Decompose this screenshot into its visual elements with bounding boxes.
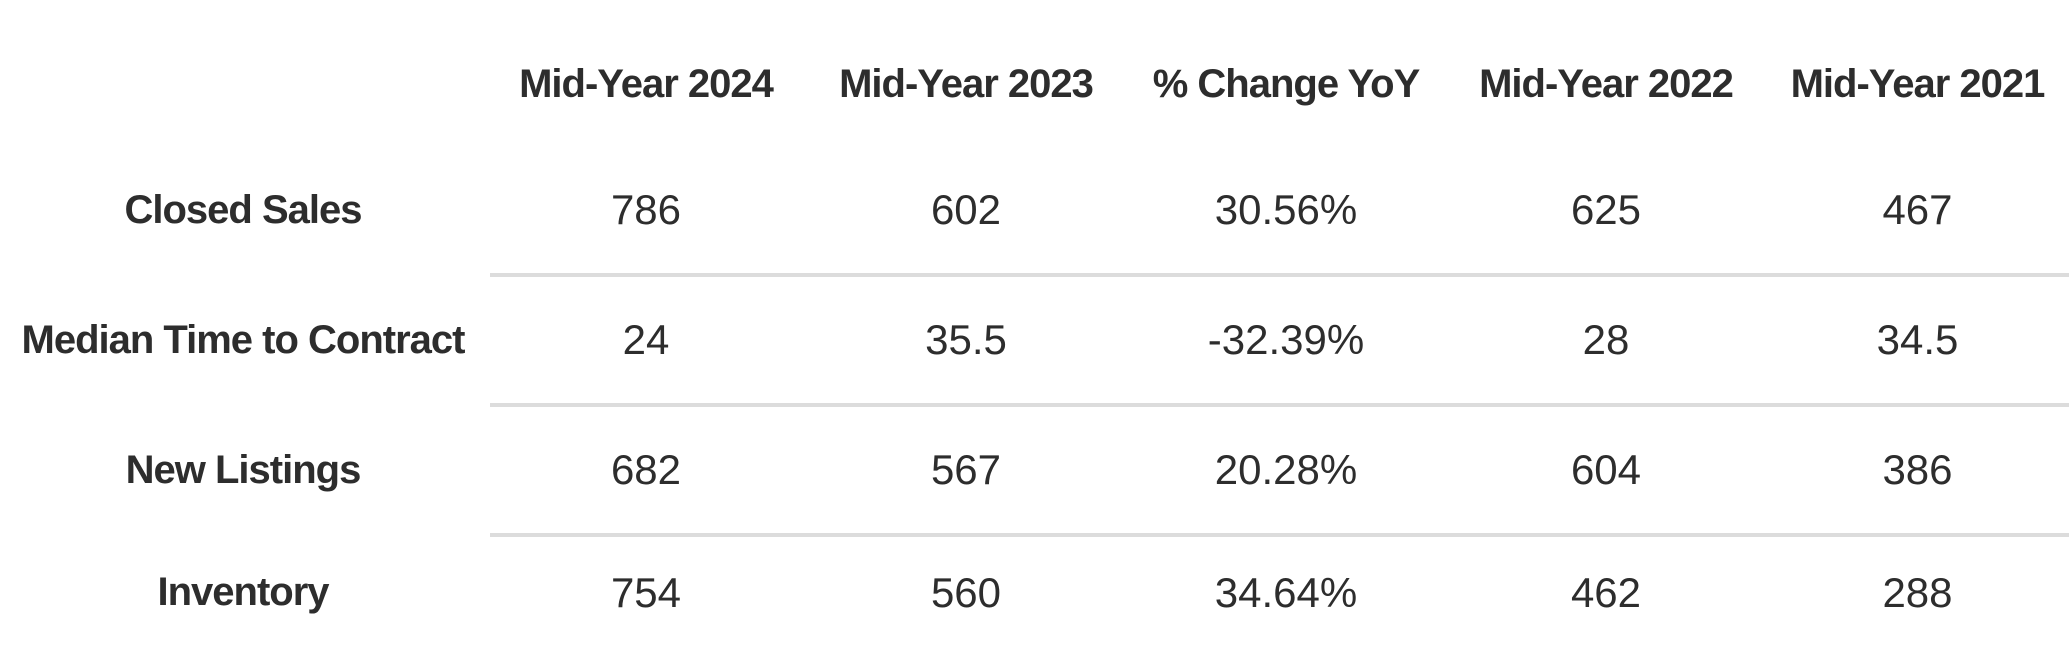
header-cell-mid-year-2023: Mid-Year 2023 [839,62,1094,106]
value-cell: 560 [930,568,1002,616]
header-cell-mid-year-2024: Mid-Year 2024 [519,62,774,106]
row-label: New Listings [125,447,362,492]
value-cell: 24 [622,316,670,363]
header-cell-mid-year-2021: Mid-Year 2021 [1790,62,2046,106]
value-cell: 682 [610,446,682,493]
value-cell: 28 [1582,316,1630,363]
value-cell: 625 [1570,186,1642,233]
value-cell: 604 [1570,446,1642,493]
value-cell: 462 [1570,568,1642,616]
table-row-new-listings: New Listings 682 567 20.28% 604 386 [0,403,2069,535]
value-cell: 34.5 [1876,316,1959,363]
table-header-row: Mid-Year 2024 Mid-Year 2023 % Change YoY… [0,0,2069,145]
table-row-closed-sales: Closed Sales 786 602 30.56% 625 467 [0,145,2069,275]
table-row-median-time-to-contract: Median Time to Contract 24 35.5 -32.39% … [0,273,2069,405]
value-cell: 288 [1882,568,1953,616]
value-cell: 34.64% [1214,568,1358,616]
value-cell: 567 [930,446,1002,493]
value-cell: 35.5 [925,316,1007,363]
header-cell-pct-change-yoy: % Change YoY [1152,62,1421,106]
row-label: Closed Sales [124,187,362,232]
value-cell: 754 [610,568,682,616]
value-cell: 602 [930,186,1002,233]
value-cell: 467 [1882,186,1953,233]
table-row-inventory: Inventory 754 560 34.64% 462 288 [0,533,2069,650]
row-label: Median Time to Contract [21,317,466,362]
value-cell: 30.56% [1214,186,1358,233]
value-cell: 786 [610,186,682,233]
value-cell: -32.39% [1207,316,1365,363]
value-cell: 386 [1882,446,1953,493]
row-label: Inventory [157,570,329,614]
value-cell: 20.28% [1214,446,1358,493]
header-cell-mid-year-2022: Mid-Year 2022 [1479,62,1734,106]
